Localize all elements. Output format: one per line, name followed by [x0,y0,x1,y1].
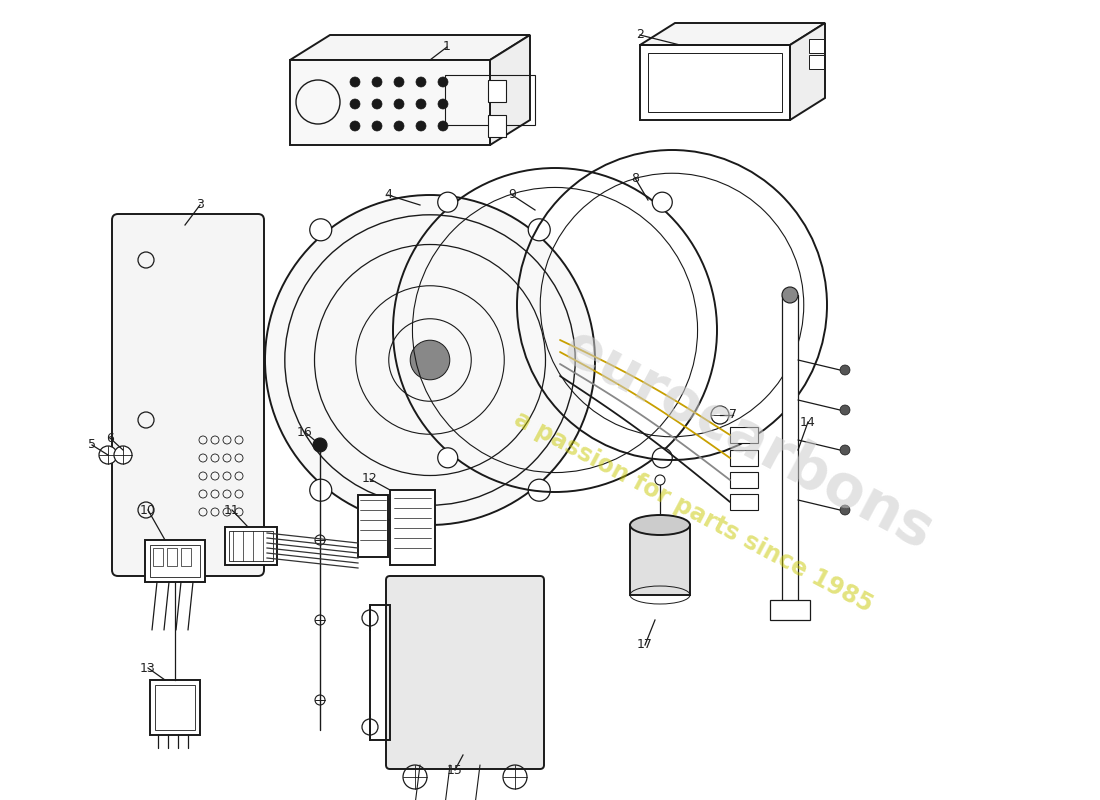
Polygon shape [810,38,824,53]
Text: 5: 5 [88,438,96,451]
Bar [167,548,177,566]
Circle shape [416,99,426,109]
Circle shape [350,121,360,131]
Bar [145,540,205,582]
Bar [630,525,690,595]
Bar [155,685,195,730]
Polygon shape [810,55,824,69]
Text: 9: 9 [508,189,516,202]
Circle shape [438,192,458,212]
Circle shape [652,448,672,468]
Circle shape [394,99,404,109]
Circle shape [416,121,426,131]
Text: 16: 16 [297,426,312,438]
Circle shape [350,99,360,109]
Bar [153,548,163,566]
Circle shape [711,406,729,424]
Circle shape [114,446,132,464]
Text: 10: 10 [140,503,156,517]
Bar [390,490,435,565]
Bar [488,80,506,102]
Circle shape [350,77,360,87]
Text: 8: 8 [631,171,639,185]
Text: 7: 7 [729,409,737,422]
Bar [150,680,200,735]
Bar [730,427,758,443]
Circle shape [372,121,382,131]
Circle shape [310,219,332,241]
Text: 13: 13 [140,662,156,674]
Text: 12: 12 [362,473,378,486]
Text: 17: 17 [637,638,653,651]
Circle shape [416,77,426,87]
Text: eurocarbons: eurocarbons [553,318,943,562]
Bar [782,295,797,615]
Circle shape [394,121,404,131]
Circle shape [372,77,382,87]
Circle shape [528,479,550,501]
Circle shape [438,121,448,131]
Text: 4: 4 [384,189,392,202]
Text: 1: 1 [443,41,451,54]
Circle shape [314,438,327,452]
Circle shape [438,448,458,468]
Bar [182,548,191,566]
Bar [229,531,273,561]
Circle shape [372,99,382,109]
Bar [730,494,758,510]
Bar [150,545,200,577]
Ellipse shape [630,515,690,535]
Text: 15: 15 [447,763,463,777]
Text: 2: 2 [636,29,644,42]
Polygon shape [290,60,490,145]
Text: 6: 6 [106,431,114,445]
Circle shape [652,192,672,212]
Text: 11: 11 [224,503,240,517]
Bar [446,75,535,125]
Circle shape [438,77,448,87]
Circle shape [394,77,404,87]
Circle shape [265,195,595,525]
Polygon shape [640,23,825,45]
Circle shape [99,446,117,464]
Bar [358,495,388,557]
Polygon shape [490,35,530,145]
FancyBboxPatch shape [112,214,264,576]
Polygon shape [290,35,530,60]
Circle shape [410,340,450,380]
Text: a passion for parts since 1985: a passion for parts since 1985 [509,407,877,617]
Circle shape [438,99,448,109]
Bar [770,600,810,620]
Circle shape [782,287,797,303]
FancyBboxPatch shape [386,576,544,769]
Circle shape [310,479,332,501]
Circle shape [840,505,850,515]
Circle shape [528,219,550,241]
Text: 14: 14 [800,415,816,429]
Circle shape [840,405,850,415]
Text: 3: 3 [196,198,204,211]
Bar [488,115,506,137]
Circle shape [840,445,850,455]
Polygon shape [790,23,825,120]
Circle shape [840,365,850,375]
Bar [226,527,277,565]
Bar [730,450,758,466]
Bar [730,472,758,488]
